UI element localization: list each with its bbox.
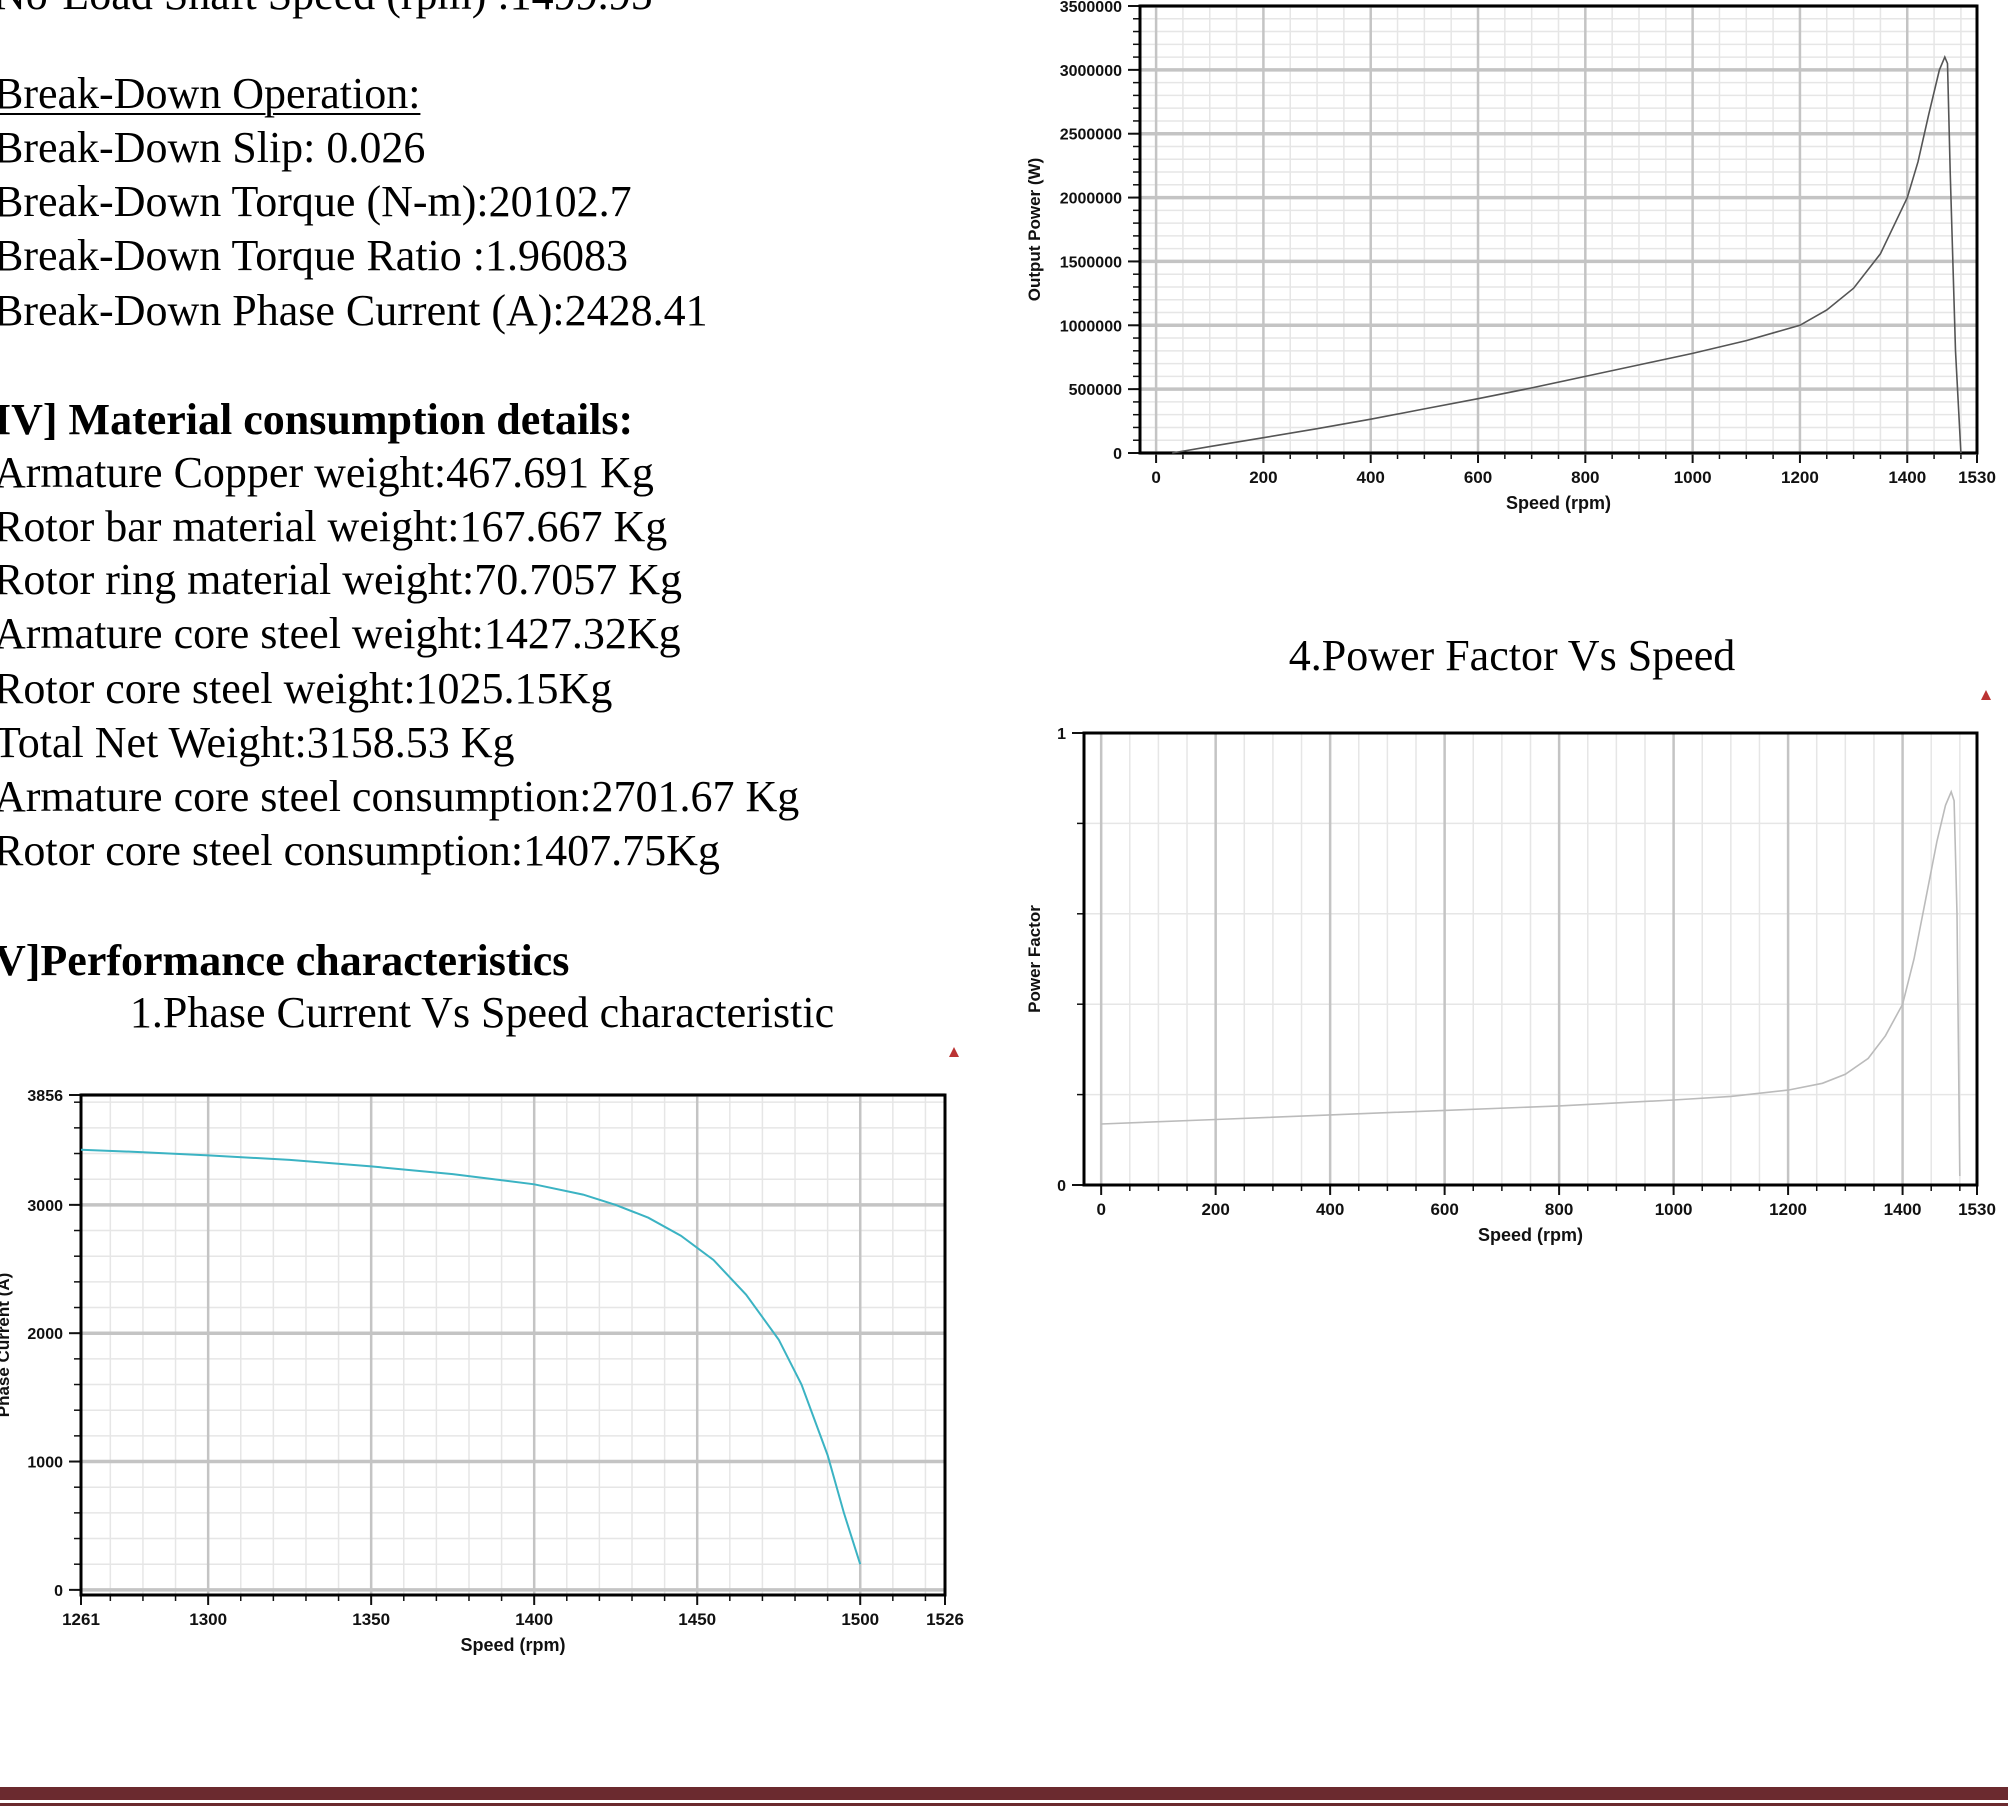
y-tick-label: 500000 xyxy=(1069,382,1122,399)
x-tick-label: 1526 xyxy=(926,1610,964,1629)
x-axis-label: Speed (rpm) xyxy=(1478,1225,1583,1245)
y-tick-label: 3500000 xyxy=(1060,0,1122,16)
x-tick-label: 1000 xyxy=(1674,468,1712,487)
chart-marker-icon xyxy=(1981,690,1991,700)
y-tick-label: 3000 xyxy=(27,1198,63,1215)
chart-marker-icon xyxy=(949,1047,959,1057)
x-tick-label: 400 xyxy=(1357,468,1385,487)
material-armature-copper: Armature Copper weight:467.691 Kg xyxy=(0,448,654,497)
x-tick-label: 1200 xyxy=(1781,468,1819,487)
x-tick-label: 1350 xyxy=(352,1610,390,1629)
plot-frame xyxy=(79,1093,947,1597)
performance-heading: V]Performance characteristics xyxy=(0,936,570,985)
y-tick-label: 1000000 xyxy=(1060,318,1122,335)
x-tick-label: 1400 xyxy=(515,1610,553,1629)
x-tick-label: 800 xyxy=(1545,1200,1573,1219)
x-tick-label: 800 xyxy=(1571,468,1599,487)
material-rotor-core: Rotor core steel weight:1025.15Kg xyxy=(0,664,613,713)
series-line xyxy=(1172,55,1962,454)
material-heading: IV] Material consumption details: xyxy=(0,395,634,444)
x-tick-label: 1400 xyxy=(1884,1200,1922,1219)
x-tick-label: 1530 xyxy=(1958,468,1996,487)
x-tick-label: 600 xyxy=(1430,1200,1458,1219)
breakdown-phase-current: Break-Down Phase Current (A):2428.41 xyxy=(0,286,708,335)
x-axis-label: Speed (rpm) xyxy=(460,1635,565,1655)
y-tick-label: 1000 xyxy=(27,1455,63,1472)
breakdown-slip: Break-Down Slip: 0.026 xyxy=(0,123,426,172)
breakdown-heading: Break-Down Operation: xyxy=(0,69,421,118)
x-tick-label: 1530 xyxy=(1958,1200,1996,1219)
y-tick-label: 3000000 xyxy=(1060,63,1122,80)
y-tick-label: 1500000 xyxy=(1060,254,1122,271)
x-tick-label: 1000 xyxy=(1655,1200,1693,1219)
y-tick-label: 0 xyxy=(1113,446,1122,463)
x-tick-label: 200 xyxy=(1201,1200,1229,1219)
noload-speed-line: No-Load Shaft Speed (rpm) :1499.95 xyxy=(0,0,653,22)
x-tick-label: 1300 xyxy=(189,1610,227,1629)
y-axis-label: Output Power (W) xyxy=(1025,158,1044,302)
material-armature-core: Armature core steel weight:1427.32Kg xyxy=(0,609,681,658)
x-tick-label: 1261 xyxy=(62,1610,100,1629)
y-tick-label: 2500000 xyxy=(1060,127,1122,144)
chart1-title: 1.Phase Current Vs Speed characteristic xyxy=(129,988,835,1037)
x-tick-label: 200 xyxy=(1249,468,1277,487)
material-rotor-bar: Rotor bar material weight:167.667 Kg xyxy=(0,502,668,551)
x-tick-label: 600 xyxy=(1464,468,1492,487)
x-axis-label: Speed (rpm) xyxy=(1506,493,1611,513)
material-rotor-ring: Rotor ring material weight:70.7057 Kg xyxy=(0,555,682,604)
x-tick-label: 1200 xyxy=(1769,1200,1807,1219)
x-tick-label: 1450 xyxy=(678,1610,716,1629)
y-tick-label: 2000 xyxy=(27,1326,63,1343)
y-tick-label: 0 xyxy=(1057,1178,1066,1195)
series-line xyxy=(1101,789,1961,1177)
x-tick-label: 1500 xyxy=(841,1610,879,1629)
x-tick-label: 0 xyxy=(1151,468,1160,487)
chart4-title: 4.Power Factor Vs Speed xyxy=(1288,631,1736,680)
x-tick-label: 400 xyxy=(1316,1200,1344,1219)
footer-bar xyxy=(0,1787,2008,1800)
material-rotor-consumption: Rotor core steel consumption:1407.75Kg xyxy=(0,826,720,875)
x-tick-label: 0 xyxy=(1096,1200,1105,1219)
series-line xyxy=(80,1148,862,1565)
breakdown-torque-ratio: Break-Down Torque Ratio :1.96083 xyxy=(0,231,629,280)
plot-frame xyxy=(1082,731,1979,1187)
x-tick-label: 1400 xyxy=(1888,468,1926,487)
y-axis-label: Phase Current (A) xyxy=(0,1273,13,1418)
y-axis-label: Power Factor xyxy=(1025,905,1044,1013)
breakdown-torque: Break-Down Torque (N-m):20102.7 xyxy=(0,177,632,226)
material-armature-consumption: Armature core steel consumption:2701.67 … xyxy=(0,772,800,821)
y-tick-label: 1 xyxy=(1057,726,1066,743)
material-total: Total Net Weight:3158.53 Kg xyxy=(0,718,515,767)
plot-frame xyxy=(1138,4,1979,455)
y-tick-label: 0 xyxy=(54,1583,63,1600)
footer-line xyxy=(0,1803,2008,1806)
y-tick-label: 3856 xyxy=(27,1088,63,1105)
y-tick-label: 2000000 xyxy=(1060,191,1122,208)
